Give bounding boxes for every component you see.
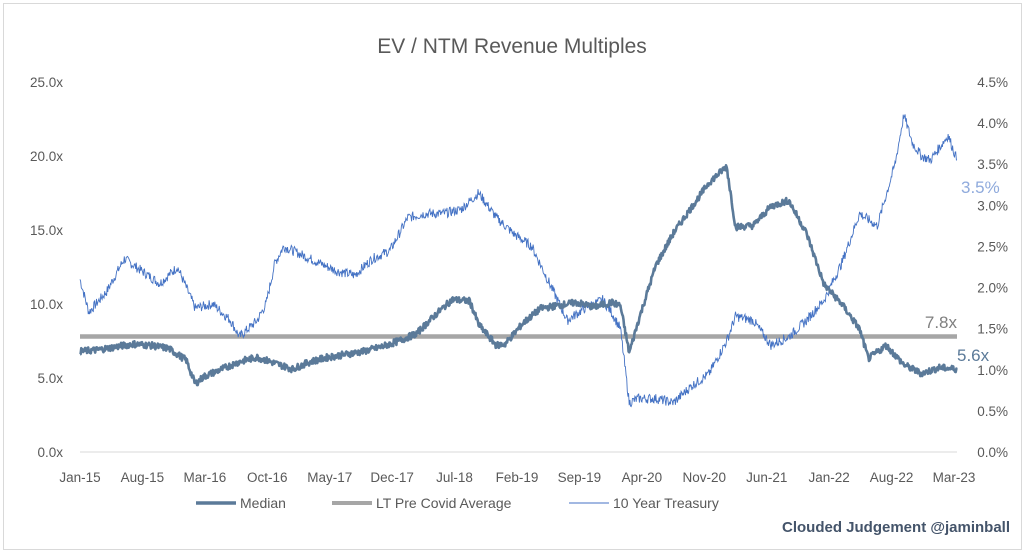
right-tick-label: 3.0% [977, 198, 1008, 213]
legend-label-median: Median [240, 495, 286, 511]
x-tick-label: Jan-15 [59, 470, 100, 485]
legend-label-treasury: 10 Year Treasury [613, 495, 719, 511]
x-tick-label: Aug-15 [121, 470, 165, 485]
right-tick-label: 0.5% [977, 404, 1008, 419]
x-axis: Jan-15 Aug-15 Mar-16 Oct-16 May-17 Dec-17 Jul-… [59, 470, 975, 485]
plot-area [79, 114, 958, 408]
x-tick-label: Dec-17 [370, 470, 414, 485]
x-tick-label: Oct-16 [247, 470, 288, 485]
right-tick-label: 1.5% [977, 322, 1008, 337]
x-tick-label: Feb-19 [496, 470, 539, 485]
right-tick-label: 2.5% [977, 239, 1008, 254]
average-end-label: 7.8x [925, 313, 958, 332]
x-tick-label: Jan-22 [809, 470, 850, 485]
treasury-end-label: 3.5% [961, 178, 1000, 197]
right-axis: 0.0% 0.5% 1.0% 1.5% 2.0% 2.5% 3.0% 3.5% 4.0% 4.5% [977, 75, 1008, 460]
left-tick-label: 10.0x [30, 297, 63, 312]
left-tick-label: 5.0x [37, 371, 63, 386]
left-tick-label: 15.0x [30, 223, 63, 238]
x-tick-label: May-17 [307, 470, 352, 485]
chart-title: EV / NTM Revenue Multiples [377, 35, 647, 58]
median-series-line [79, 164, 958, 387]
x-tick-label: Mar-16 [183, 470, 226, 485]
left-tick-label: 25.0x [30, 75, 63, 90]
left-axis: 0.0x 5.0x 10.0x 15.0x 20.0x 25.0x [30, 75, 63, 460]
chart-frame [3, 3, 1022, 550]
right-tick-label: 4.5% [977, 75, 1008, 90]
x-tick-label: Jun-21 [746, 470, 787, 485]
median-end-label: 5.6x [957, 346, 990, 365]
legend: Median LT Pre Covid Average 10 Year Trea… [196, 495, 719, 511]
legend-label-average: LT Pre Covid Average [376, 495, 512, 511]
x-tick-label: Jul-18 [436, 470, 473, 485]
right-tick-label: 0.0% [977, 445, 1008, 460]
right-tick-label: 3.5% [977, 157, 1008, 172]
x-tick-label: Sep-19 [558, 470, 602, 485]
left-tick-label: 20.0x [30, 149, 63, 164]
x-tick-label: Aug-22 [870, 470, 914, 485]
right-tick-label: 1.0% [977, 363, 1008, 378]
right-tick-label: 4.0% [977, 116, 1008, 131]
x-tick-label: Mar-23 [933, 470, 976, 485]
x-tick-label: Nov-20 [683, 470, 727, 485]
treasury-series-line [79, 114, 958, 408]
x-tick-label: Apr-20 [622, 470, 663, 485]
left-tick-label: 0.0x [37, 445, 63, 460]
credit-text: Clouded Judgement @jaminball [782, 519, 1010, 536]
right-tick-label: 2.0% [977, 281, 1008, 296]
